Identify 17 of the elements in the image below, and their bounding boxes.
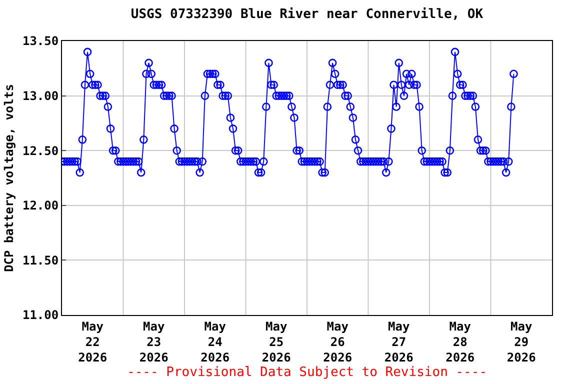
y-tick-label: 11.50 (22, 253, 59, 268)
y-tick-label: 13.00 (22, 89, 59, 103)
x-tick-label: May 28 2026 (446, 319, 475, 365)
chart-title: USGS 07332390 Blue River near Connerville, OK (130, 6, 484, 22)
x-tick-label: May 24 2026 (200, 319, 230, 365)
y-tick-label: 12.00 (22, 198, 59, 213)
y-axis-title: DCP battery voltage, volts (2, 84, 16, 272)
x-tick-label: May 23 2026 (139, 319, 168, 365)
x-tick-label: May 26 2026 (323, 319, 352, 365)
x-tick-label: May 25 2026 (262, 319, 291, 365)
y-tick-label: 11.00 (22, 308, 59, 322)
x-tick-label: May 29 2026 (506, 319, 536, 365)
y-tick-label: 13.50 (22, 34, 59, 48)
x-tick-label: May 27 2026 (384, 319, 414, 365)
x-tick-label: May 22 2026 (78, 319, 108, 365)
text: ---- Provisional Data Subject to Revision ---- (127, 365, 488, 380)
y-tick-label: 12.50 (22, 144, 59, 158)
